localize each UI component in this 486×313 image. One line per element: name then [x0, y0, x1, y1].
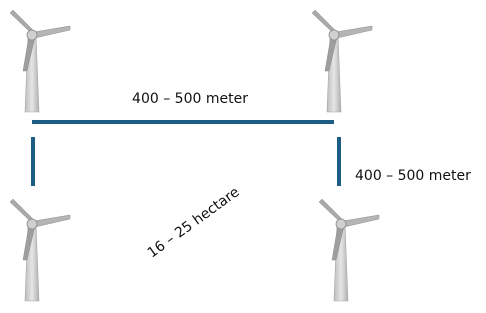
- area-label: 16 – 25 hectare: [145, 184, 243, 261]
- wind-turbine: [10, 10, 70, 112]
- wind-turbine: [10, 199, 70, 301]
- wind-turbine: [312, 10, 372, 112]
- distance-label: 400 – 500 meter: [355, 168, 471, 184]
- distance-label: 400 – 500 meter: [132, 91, 248, 107]
- page: 400 – 500 meter 400 – 500 meter 16 – 25 …: [0, 0, 486, 309]
- diagram: 400 – 500 meter 400 – 500 meter 16 – 25 …: [0, 0, 486, 309]
- wind-turbine: [319, 199, 379, 301]
